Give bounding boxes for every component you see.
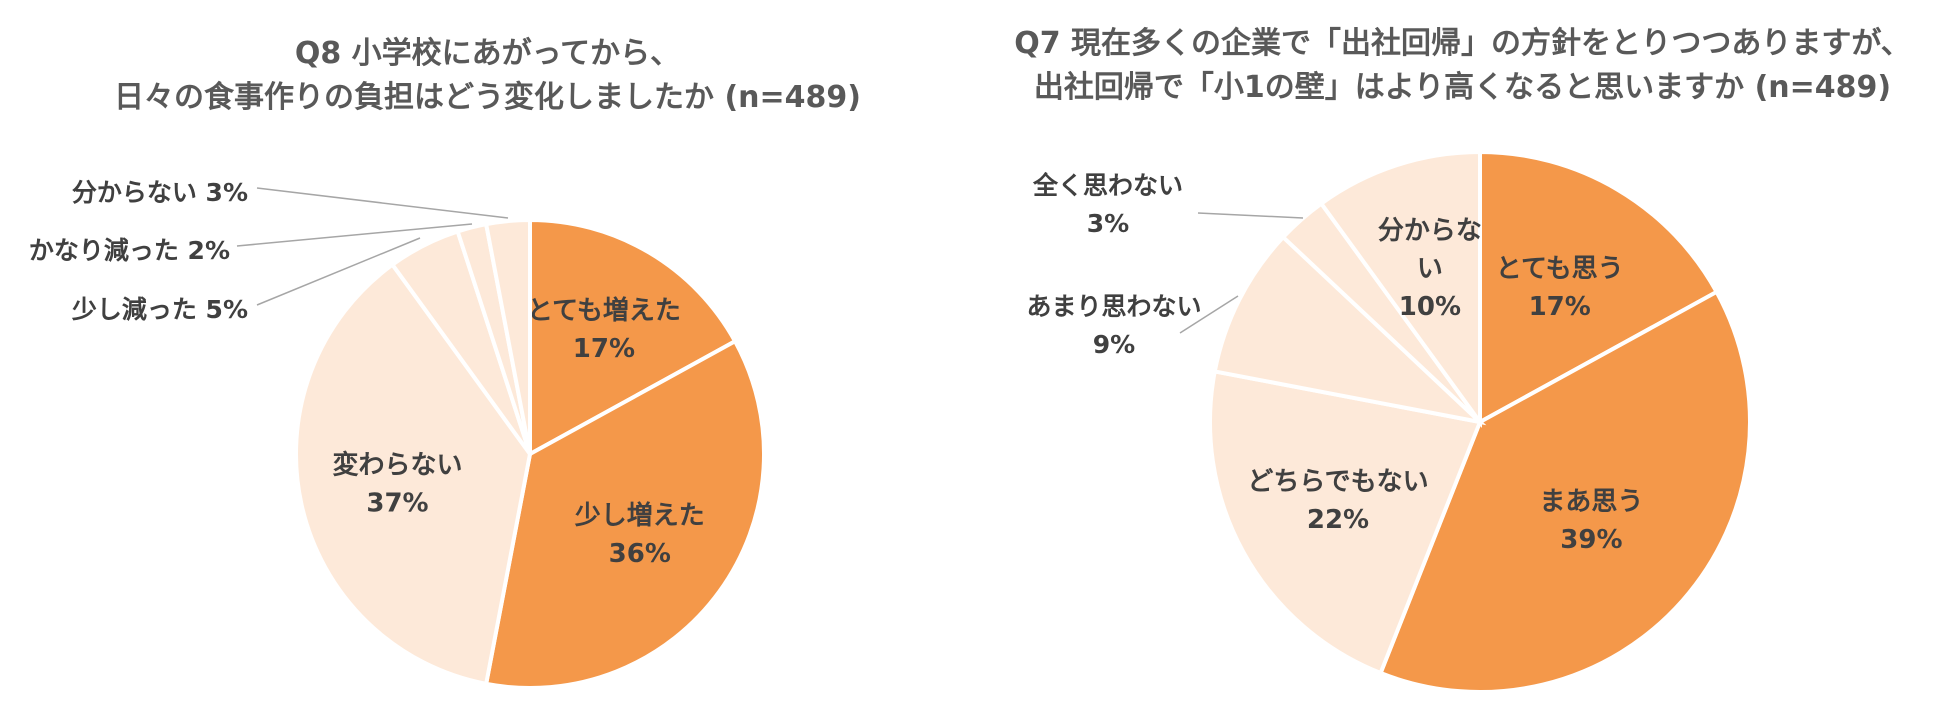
slice-value-label: 9%	[1093, 330, 1135, 359]
chart-title-q8-line1: Q8 小学校にあがってから、	[294, 36, 681, 71]
slice-label-with-value: かなり減った 2%	[29, 236, 230, 265]
pie-slice	[1478, 149, 1720, 426]
slice-label: 少し減った	[71, 295, 206, 324]
pie-chart-q8: とても増えた 17% 少し増えた 36% 変わらない 37% 少し減った 5% かなり減った …	[29, 178, 766, 690]
slice-label: とても増えた	[527, 296, 681, 326]
slice-value-label: 2%	[188, 236, 230, 265]
slice-label: 分からな	[1378, 216, 1482, 246]
pie-slice	[483, 217, 532, 455]
chart-title-q7-line2: 出社回帰で「小1の壁」はより高くなると思いますか (n=489)	[1033, 70, 1892, 105]
slice-label: い	[1417, 254, 1443, 284]
slice-label: 分からない	[72, 178, 206, 207]
slice-value-label: 3%	[1087, 209, 1129, 238]
leader-line	[236, 223, 473, 247]
slice-label: 少し増えた	[574, 501, 705, 531]
pie-chart-q7: とても思う 17% まあ思う 39% どちらでもない 22% あまり思わない 9% 全く思わない…	[1026, 149, 1752, 694]
pie-slice	[1318, 149, 1482, 429]
slice-label: 変わらない	[332, 450, 462, 481]
slice-label-with-value: 分からない 3%	[72, 178, 248, 207]
pie-slice	[294, 261, 533, 687]
slice-label: どちらでもない	[1247, 467, 1428, 497]
leader-line	[256, 187, 509, 219]
slice-label: かなり減った	[29, 236, 188, 265]
leader-line	[1179, 295, 1239, 334]
leader-line	[256, 237, 421, 306]
pie-slice	[528, 217, 738, 458]
slice-label: まあ思う	[1539, 487, 1643, 517]
slice-value-label: 39%	[1560, 525, 1622, 555]
pie-slice	[1208, 369, 1483, 676]
slice-label: とても思う	[1496, 254, 1624, 284]
chart-title-q8-line2: 日々の食事作りの負担はどう変化しましたか (n=489)	[114, 80, 861, 115]
slice-value-label: 36%	[609, 539, 671, 569]
chart-title-q7: Q7 現在多くの企業で「出社回帰」の方針をとりつつありますが、 出社回帰で「小1…	[975, 22, 1950, 110]
slice-value-label: 3%	[206, 178, 248, 207]
slice-value-label: 17%	[573, 334, 635, 364]
pie-slice	[483, 338, 766, 690]
slice-label: 全く思わない	[1032, 171, 1183, 200]
chart-title-q7-line1: Q7 現在多くの企業で「出社回帰」の方針をとりつつありますが、	[1014, 26, 1911, 61]
slice-value-label: 5%	[206, 295, 248, 324]
slice-value-label: 22%	[1307, 505, 1369, 535]
leader-line	[1197, 212, 1304, 219]
slice-label: あまり思わない	[1026, 292, 1201, 321]
slice-label-with-value: 少し減った 5%	[71, 295, 248, 324]
slice-value-label: 17%	[1529, 292, 1591, 322]
pie-slice	[1212, 234, 1487, 426]
chart-title-q8: Q8 小学校にあがってから、 日々の食事作りの負担はどう変化しましたか (n=4…	[0, 32, 975, 120]
pie-slice	[1378, 289, 1752, 694]
slice-value-label: 10%	[1399, 292, 1461, 322]
slice-value-label: 37%	[366, 489, 428, 519]
